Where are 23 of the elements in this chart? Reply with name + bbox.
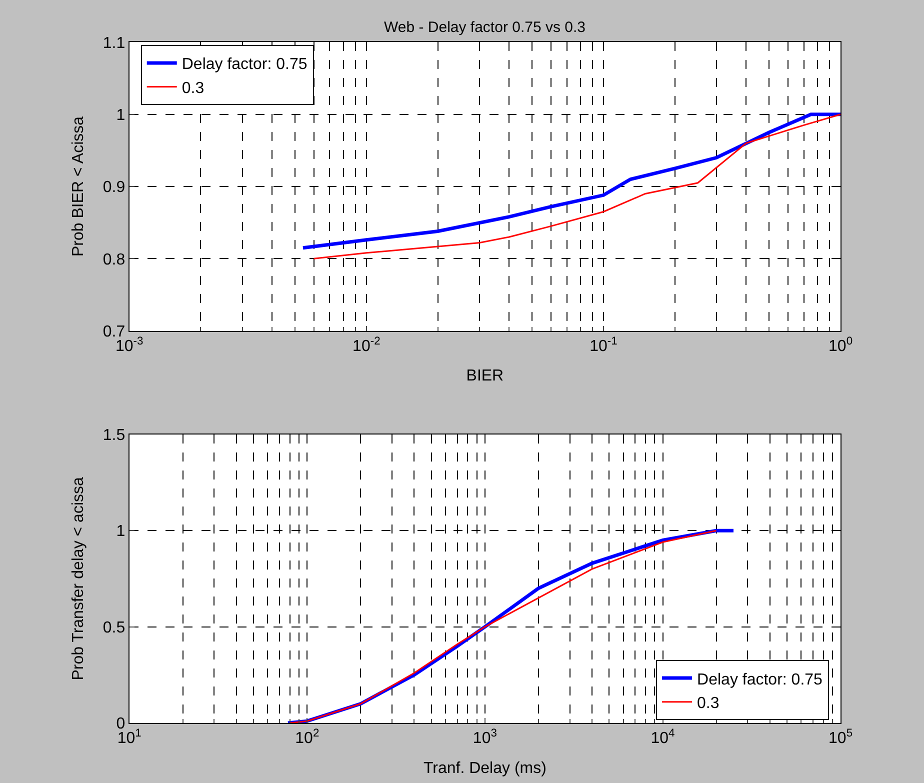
x-tick-label: 10$^{3}$ [472, 727, 497, 748]
x-tick-label: 10$^{4}$ [650, 727, 675, 748]
x-tick-label: 10$^{-2}$ [352, 335, 380, 355]
legend-label: Delay factor: 0.75 [697, 671, 823, 688]
y-tick-label: 1 [116, 106, 126, 124]
legend-label: 0.3 [697, 695, 720, 712]
y-axis-title: Prob Transfer delay < acissa [70, 476, 87, 680]
x-axis-title: Tranf. Delay (ms) [423, 760, 546, 777]
x-tick-label: 10$^{-1}$ [590, 335, 618, 355]
y-axis-title: Prob BIER < Acissa [70, 116, 87, 257]
y-tick-label: 1.1 [102, 34, 126, 52]
y-tick-label: 0.9 [102, 179, 126, 196]
x-tick-label: 10$^{2}$ [295, 727, 320, 748]
x-tick-label: 10$^{0}$ [828, 335, 853, 355]
y-tick-label: 1 [116, 523, 126, 540]
x-tick-label: 10$^{5}$ [828, 727, 853, 748]
y-tick-label: 1.5 [102, 427, 126, 444]
x-axis-title: BIER [466, 368, 504, 385]
y-tick-label: 0.8 [102, 251, 126, 268]
y-tick-label: 0.5 [102, 619, 126, 636]
legend-label: 0.3 [182, 80, 204, 98]
chart-title: Web - Delay factor 0.75 vs 0.3 [384, 19, 586, 36]
legend-label: Delay factor: 0.75 [182, 56, 308, 74]
